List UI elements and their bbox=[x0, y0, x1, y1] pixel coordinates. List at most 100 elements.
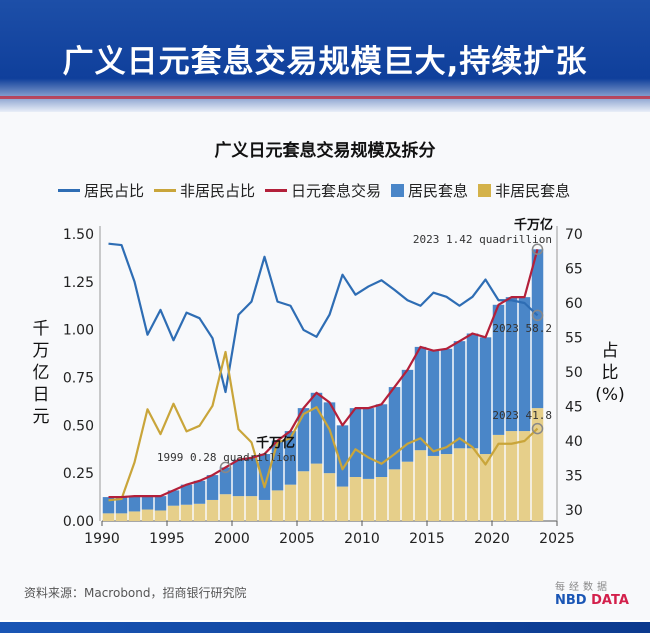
bar-nonresident bbox=[128, 511, 141, 521]
bar-resident bbox=[180, 484, 193, 505]
bar-nonresident bbox=[115, 513, 128, 521]
x-tick-label: 2005 bbox=[279, 531, 315, 547]
bar-nonresident bbox=[336, 486, 349, 521]
x-tick-label: 2020 bbox=[474, 531, 510, 547]
bar-resident bbox=[427, 350, 440, 456]
source-note: 资料来源：Macrobond，招商银行研究院 bbox=[24, 586, 247, 600]
line-total-carry-trade bbox=[108, 249, 539, 499]
right-axis-label-char: 占 bbox=[601, 341, 619, 361]
legend-label: 居民套息 bbox=[408, 182, 469, 200]
legend: 居民占比 非居民占比 日元套息交易 居民套息 非居民套息 bbox=[58, 180, 570, 201]
bar-resident bbox=[453, 341, 466, 449]
legend-item-resident: 居民套息 bbox=[391, 180, 468, 201]
bar-nonresident bbox=[310, 463, 323, 521]
marker-1999-total bbox=[219, 461, 232, 474]
right-axis-label: 占 比 (%) bbox=[590, 340, 630, 406]
x-tick-label: 2015 bbox=[409, 531, 445, 547]
logo-en-data: DATA bbox=[591, 593, 629, 608]
legend-label: 非居民占比 bbox=[180, 182, 256, 200]
bar-nonresident bbox=[505, 431, 518, 521]
bar-nonresident bbox=[440, 454, 453, 521]
footer-bar bbox=[0, 622, 650, 633]
bar-nonresident bbox=[362, 478, 375, 521]
marker-2023-resident bbox=[531, 309, 544, 322]
annotation-2023-total: 2023 1.42 quadrillion bbox=[413, 233, 552, 246]
legend-label: 日元套息交易 bbox=[291, 182, 382, 200]
left-tick-label: 0.00 bbox=[63, 514, 94, 530]
bar-nonresident bbox=[245, 496, 258, 521]
logo-en-nbd: NBD bbox=[555, 593, 587, 608]
marker-2023-total bbox=[531, 243, 544, 256]
bar-resident bbox=[492, 304, 505, 435]
bar-nonresident bbox=[518, 431, 531, 521]
bar-resident bbox=[102, 497, 115, 514]
bar-resident bbox=[284, 431, 297, 485]
x-tick-label: 1995 bbox=[149, 531, 185, 547]
bar-nonresident bbox=[388, 469, 401, 521]
bar-resident bbox=[401, 369, 414, 462]
bar-resident bbox=[232, 459, 245, 497]
right-tick-label: 50 bbox=[565, 365, 583, 381]
bar-resident bbox=[388, 387, 401, 470]
bar-resident bbox=[505, 297, 518, 432]
bar-nonresident bbox=[297, 471, 310, 521]
bar-resident bbox=[440, 348, 453, 455]
logo-en: NBD DATA bbox=[555, 593, 629, 608]
bar-resident bbox=[128, 496, 141, 512]
right-tick-label: 65 bbox=[565, 262, 583, 278]
x-tick-label: 2010 bbox=[344, 531, 380, 547]
nbd-logo: 每经数据 NBD DATA bbox=[555, 578, 629, 608]
line-nonresident-share bbox=[108, 350, 539, 502]
bar-nonresident bbox=[193, 503, 206, 521]
bar-nonresident bbox=[180, 504, 193, 521]
annotation-unit: 千万亿 bbox=[514, 217, 553, 233]
bar-resident bbox=[323, 402, 336, 474]
bar-resident bbox=[336, 425, 349, 487]
legend-item-resident-share: 居民占比 bbox=[58, 180, 144, 201]
legend-swatch bbox=[58, 189, 80, 192]
left-tick-label: 0.50 bbox=[63, 418, 94, 434]
bar-resident bbox=[310, 392, 323, 464]
x-tick-label: 2025 bbox=[539, 531, 575, 547]
left-tick-label: 1.50 bbox=[63, 227, 94, 243]
bar-nonresident bbox=[141, 509, 154, 521]
left-tick-label: 1.00 bbox=[63, 323, 94, 339]
legend-swatch bbox=[391, 184, 405, 197]
bar-nonresident bbox=[414, 450, 427, 521]
bar-nonresident bbox=[375, 476, 388, 521]
bar-nonresident bbox=[271, 490, 284, 521]
right-tick-label: 30 bbox=[565, 503, 583, 519]
bar-nonresident bbox=[232, 496, 245, 521]
right-tick-label: 55 bbox=[565, 331, 583, 347]
legend-label: 非居民套息 bbox=[495, 182, 571, 200]
bar-resident bbox=[115, 497, 128, 514]
marker-2023-nonresident bbox=[531, 422, 544, 435]
bar-resident bbox=[258, 454, 271, 500]
bar-resident bbox=[349, 408, 362, 477]
bar-nonresident bbox=[154, 510, 167, 521]
title-banner: 广义日元套息交易规模巨大,持续扩张 bbox=[0, 0, 650, 112]
bar-nonresident bbox=[206, 499, 219, 521]
legend-swatch bbox=[154, 189, 177, 192]
bar-resident bbox=[531, 249, 544, 409]
bar-resident bbox=[518, 297, 531, 432]
bar-resident bbox=[362, 408, 375, 479]
bar-nonresident bbox=[492, 434, 505, 521]
left-tick-label: 0.75 bbox=[63, 371, 94, 387]
right-axis-label-char: 比 bbox=[601, 363, 619, 383]
legend-item-nonresident: 非居民套息 bbox=[478, 180, 570, 201]
annotation-unit: 千万亿 bbox=[256, 435, 295, 451]
annotation-1999-total: 1999 0.28 quadrillion bbox=[157, 451, 296, 464]
bar-resident bbox=[206, 475, 219, 500]
bar-nonresident bbox=[466, 448, 479, 521]
legend-swatch bbox=[478, 184, 492, 197]
bar-resident bbox=[167, 490, 180, 506]
x-tick-label: 1990 bbox=[84, 531, 120, 547]
bar-resident bbox=[414, 346, 427, 451]
bar-nonresident bbox=[284, 484, 297, 521]
bar-resident bbox=[219, 467, 232, 495]
bar-nonresident bbox=[167, 505, 180, 521]
logo-cn: 每经数据 bbox=[555, 582, 611, 593]
left-tick-label: 1.25 bbox=[63, 275, 94, 291]
